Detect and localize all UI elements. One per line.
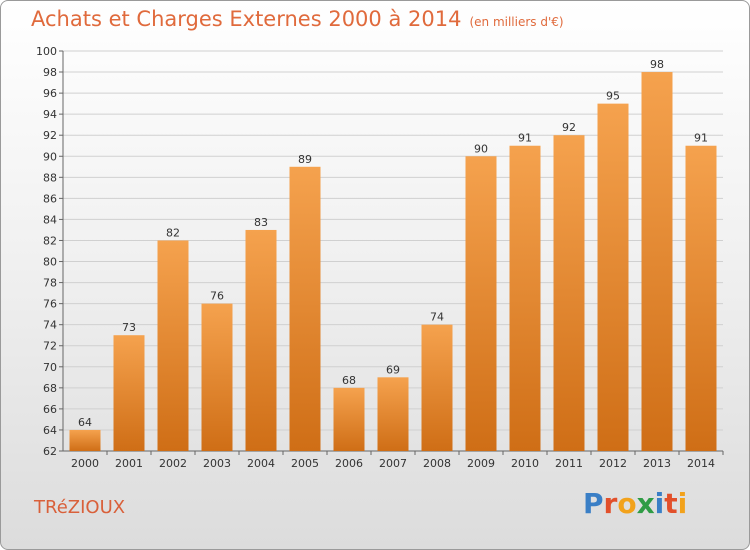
x-tick-label: 2008 — [423, 457, 451, 470]
x-tick-label: 2006 — [335, 457, 363, 470]
title-text: Achats et Charges Externes 2000 à 2014 — [31, 7, 462, 31]
x-tick-label: 2011 — [555, 457, 583, 470]
commune-name: TRéZIOUX — [34, 497, 126, 518]
bar — [465, 156, 497, 451]
x-tick-label: 2009 — [467, 457, 495, 470]
x-tick-label: 2012 — [599, 457, 627, 470]
x-tick-label: 2014 — [687, 457, 715, 470]
x-tick-label: 2013 — [643, 457, 671, 470]
x-tick-label: 2010 — [511, 457, 539, 470]
logo-letter: x — [636, 487, 655, 520]
bar — [289, 166, 321, 451]
data-label: 76 — [210, 290, 224, 303]
data-label: 74 — [430, 311, 444, 324]
data-label: 91 — [518, 132, 532, 145]
y-tick-label: 98 — [43, 66, 57, 79]
x-tick-label: 2001 — [115, 457, 143, 470]
data-label: 83 — [254, 216, 268, 229]
bar — [377, 377, 409, 451]
bar — [597, 103, 629, 451]
bar — [201, 303, 233, 451]
x-tick-label: 2000 — [71, 457, 99, 470]
data-label: 92 — [562, 121, 576, 134]
bar — [157, 240, 189, 451]
bar — [685, 145, 717, 451]
bar — [421, 324, 453, 451]
x-tick-label: 2007 — [379, 457, 407, 470]
logo-letter: P — [583, 487, 604, 520]
y-tick-label: 100 — [36, 45, 57, 58]
title-unit: (en milliers d'€) — [469, 15, 564, 29]
y-tick-label: 74 — [43, 319, 57, 332]
y-tick-label: 72 — [43, 340, 57, 353]
bar — [509, 145, 541, 451]
bar — [245, 229, 277, 451]
y-tick-label: 84 — [43, 213, 57, 226]
y-tick-label: 86 — [43, 192, 57, 205]
x-tick-label: 2003 — [203, 457, 231, 470]
x-tick-label: 2005 — [291, 457, 319, 470]
y-tick-label: 82 — [43, 234, 57, 247]
data-label: 82 — [166, 226, 180, 239]
logo-letter: t — [664, 487, 678, 520]
y-tick-label: 70 — [43, 361, 57, 374]
chart-title: Achats et Charges Externes 2000 à 2014 (e… — [31, 7, 564, 31]
data-label: 91 — [694, 132, 708, 145]
y-tick-label: 92 — [43, 129, 57, 142]
x-tick-label: 2002 — [159, 457, 187, 470]
y-tick-label: 90 — [43, 150, 57, 163]
y-tick-label: 96 — [43, 87, 57, 100]
bar — [333, 387, 365, 451]
bar — [69, 429, 101, 451]
logo-letter: i — [677, 487, 688, 520]
logo-letter: o — [617, 487, 637, 520]
bar — [553, 135, 585, 452]
data-label: 73 — [122, 321, 136, 334]
data-label: 68 — [342, 374, 356, 387]
data-label: 90 — [474, 142, 488, 155]
y-tick-label: 66 — [43, 403, 57, 416]
y-tick-label: 88 — [43, 171, 57, 184]
proxiti-logo: Proxiti — [583, 487, 687, 520]
data-label: 89 — [298, 153, 312, 166]
y-tick-label: 94 — [43, 108, 57, 121]
y-tick-label: 64 — [43, 424, 57, 437]
data-label: 95 — [606, 90, 620, 103]
data-label: 64 — [78, 416, 92, 429]
logo-letter: r — [603, 487, 618, 520]
logo-letter: i — [654, 487, 665, 520]
x-tick-label: 2004 — [247, 457, 275, 470]
y-tick-label: 80 — [43, 256, 57, 269]
data-label: 69 — [386, 363, 400, 376]
y-tick-label: 76 — [43, 298, 57, 311]
y-tick-label: 68 — [43, 382, 57, 395]
y-tick-label: 78 — [43, 277, 57, 290]
bar — [113, 335, 145, 451]
bar — [641, 72, 673, 451]
data-label: 98 — [650, 58, 664, 71]
y-tick-label: 62 — [43, 445, 57, 458]
